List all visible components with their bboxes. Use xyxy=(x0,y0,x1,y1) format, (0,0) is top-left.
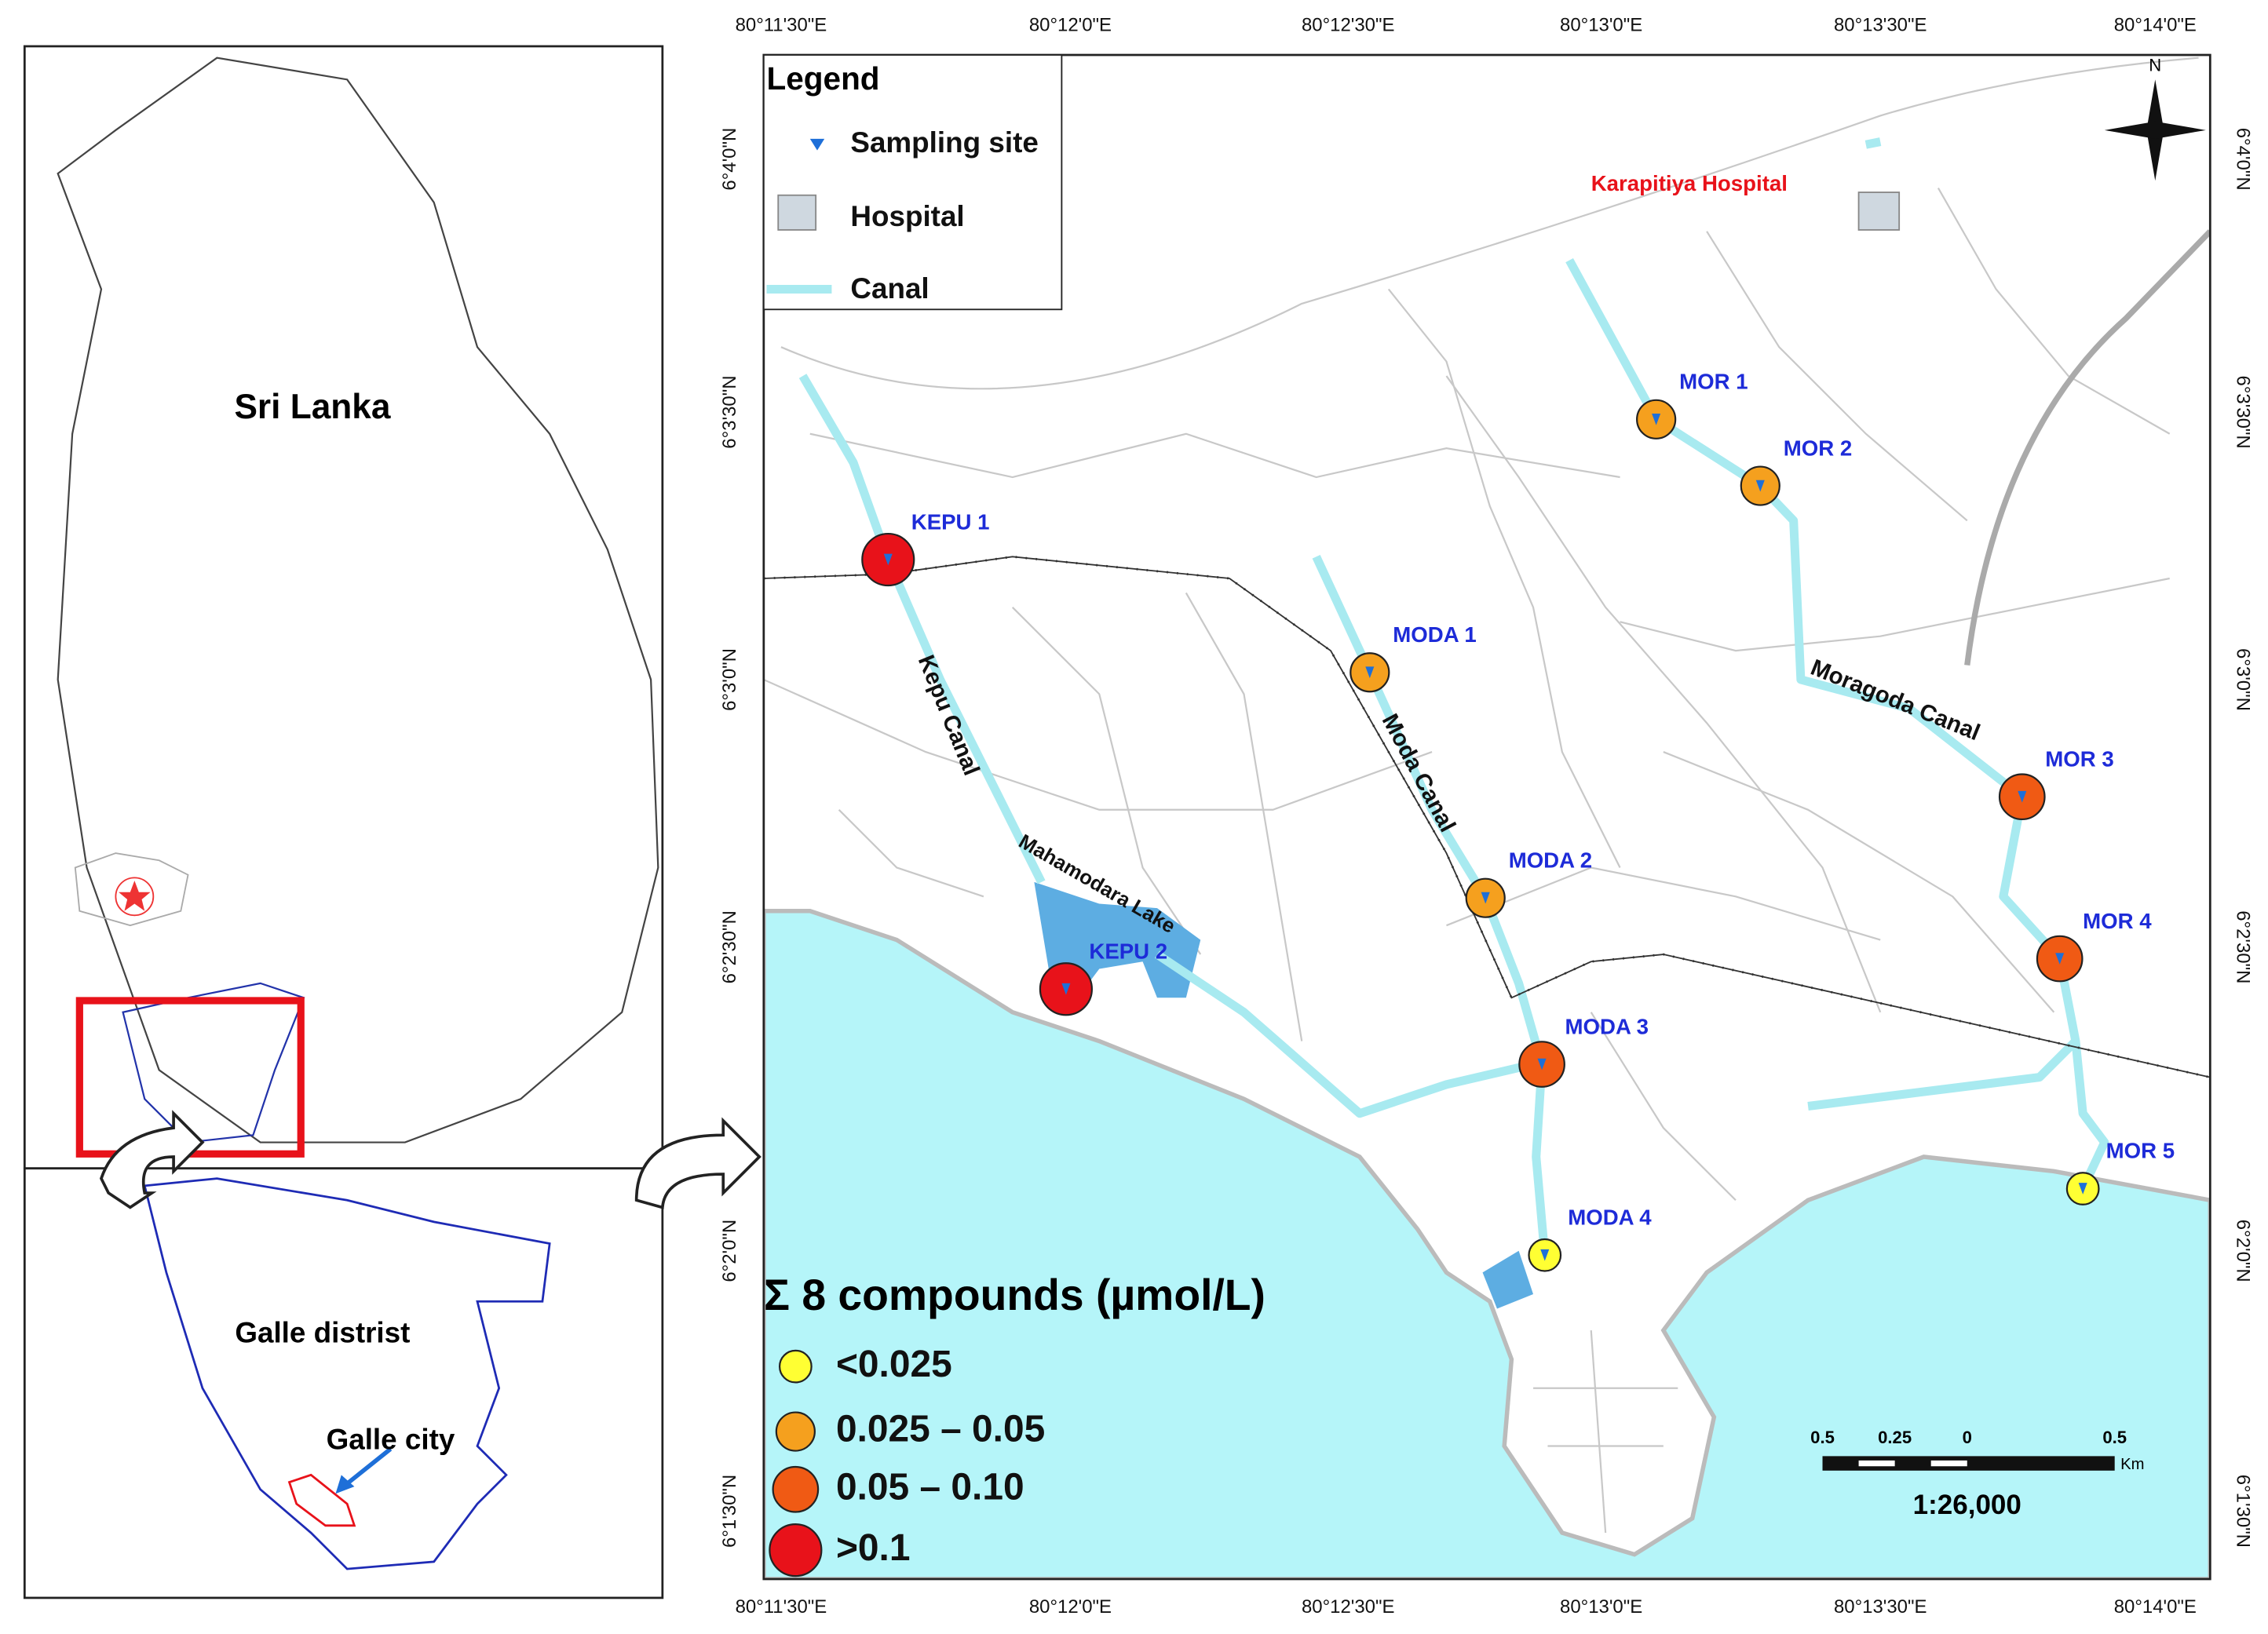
longitude-label: 80°12'0"E xyxy=(1029,1596,1112,1618)
class-label: 0.025 – 0.05 xyxy=(836,1409,1045,1450)
site-label: MOR 3 xyxy=(2045,746,2114,771)
latitude-label: 6°3'30"N xyxy=(2233,376,2254,449)
site-label: MOR 1 xyxy=(1679,370,1748,394)
latitude-label: 6°2'30"N xyxy=(2233,910,2254,983)
district-label: Galle distrist xyxy=(235,1316,410,1348)
class-symbol xyxy=(778,1349,813,1384)
longitude-label: 80°14'0"E xyxy=(2114,14,2197,35)
country-label: Sri Lanka xyxy=(234,388,390,426)
class-symbol xyxy=(772,1465,820,1513)
site-pin xyxy=(1540,1249,1550,1261)
location-circle xyxy=(115,877,155,917)
scale-label: 0.5 xyxy=(2102,1428,2127,1447)
city-label: Galle city xyxy=(327,1424,455,1456)
latitude-label: 6°4'0"N xyxy=(2233,128,2254,191)
class-label: >0.1 xyxy=(836,1527,911,1569)
latitude-label: 6°3'30"N xyxy=(719,376,740,449)
legend-site-icon xyxy=(809,138,825,151)
concentration-title: Σ 8 compounds (µmol/L) xyxy=(764,1271,1265,1319)
legend-item: Hospital xyxy=(850,200,964,232)
legend-item: Canal xyxy=(850,272,929,305)
site-label: MODA 4 xyxy=(1568,1205,1652,1230)
link-arrow xyxy=(634,1117,761,1209)
site-pin xyxy=(1481,892,1490,904)
latitude-label: 6°3'0"N xyxy=(719,648,740,711)
roads xyxy=(763,57,2199,1534)
site-label: KEPU 1 xyxy=(911,509,990,534)
class-label: 0.05 – 0.10 xyxy=(836,1466,1024,1508)
north-label: N xyxy=(2149,56,2161,75)
site-label: MODA 3 xyxy=(1565,1014,1649,1038)
scale-label: 0.5 xyxy=(1810,1428,1835,1447)
scale-label: 0 xyxy=(1963,1428,1972,1447)
boundary xyxy=(1964,229,2211,666)
scale-label: 0.25 xyxy=(1878,1428,1912,1447)
longitude-label: 80°13'0"E xyxy=(1560,14,1642,35)
longitude-label: 80°11'30"E xyxy=(736,14,827,35)
legend-hospital-icon xyxy=(777,194,817,231)
district-small xyxy=(122,982,305,1143)
class-symbol xyxy=(775,1411,816,1452)
site-pin xyxy=(1652,413,1661,425)
site-pin xyxy=(2018,790,2027,803)
site-pin xyxy=(2078,1183,2087,1194)
latitude-label: 6°2'0"N xyxy=(719,1220,740,1282)
main-map-body xyxy=(763,55,2211,1579)
latitude-label: 6°2'30"N xyxy=(719,910,740,983)
canals xyxy=(798,137,2109,1256)
site-pin xyxy=(883,553,893,566)
scale-ratio: 1:26,000 xyxy=(1913,1490,2021,1520)
site-label: MOR 5 xyxy=(2106,1139,2175,1163)
latitude-label: 6°4'0"N xyxy=(719,128,740,191)
zoom-arrow xyxy=(99,1110,205,1209)
location-star xyxy=(119,881,151,911)
legend-box xyxy=(762,54,1063,311)
site-pin xyxy=(2055,953,2065,965)
site-label: MOR 2 xyxy=(1784,436,1853,460)
site-pin xyxy=(1365,666,1375,679)
site-pin xyxy=(1061,983,1071,995)
main-frame xyxy=(762,53,2211,1581)
galle-district xyxy=(143,1177,551,1570)
railway xyxy=(763,556,2211,1078)
city-arrow-head xyxy=(335,1475,355,1494)
latitude-label: 6°3'0"N xyxy=(2233,648,2254,711)
longitude-label: 80°14'0"E xyxy=(2114,1596,2197,1618)
site-label: MODA 1 xyxy=(1393,622,1476,647)
legend-item: Sampling site xyxy=(850,126,1038,159)
site-label: MOR 4 xyxy=(2083,909,2152,933)
galle-city xyxy=(287,1473,356,1527)
longitude-label: 80°13'30"E xyxy=(1834,1596,1927,1618)
hospital-icon xyxy=(1857,191,1901,231)
sri-lanka-outline xyxy=(57,57,659,1143)
latitude-label: 6°2'0"N xyxy=(2233,1220,2254,1282)
longitude-label: 80°12'30"E xyxy=(1302,1596,1394,1618)
site-label: MODA 2 xyxy=(1509,848,1592,872)
site-label: KEPU 2 xyxy=(1089,939,1167,963)
site-pin xyxy=(1537,1058,1547,1070)
harbour-pond xyxy=(1482,1250,1534,1309)
sea xyxy=(763,908,2211,1579)
district-frame xyxy=(23,1167,664,1599)
latitude-label: 6°1'30"N xyxy=(719,1475,740,1548)
scale-unit: Km xyxy=(2120,1456,2144,1473)
longitude-label: 80°13'30"E xyxy=(1834,14,1927,35)
class-symbol xyxy=(769,1523,823,1577)
latitude-label: 6°1'30"N xyxy=(2233,1475,2254,1548)
scale-bar xyxy=(1822,1456,2115,1471)
site-pin xyxy=(1755,480,1765,492)
longitude-label: 80°12'30"E xyxy=(1302,14,1394,35)
class-label: <0.025 xyxy=(836,1344,952,1385)
legend-title: Legend xyxy=(767,60,880,97)
longitude-label: 80°12'0"E xyxy=(1029,14,1112,35)
province-outline xyxy=(74,852,189,927)
longitude-label: 80°11'30"E xyxy=(736,1596,827,1618)
hospital-label: Karapitiya Hospital xyxy=(1591,171,1788,195)
longitude-label: 80°13'0"E xyxy=(1560,1596,1642,1618)
